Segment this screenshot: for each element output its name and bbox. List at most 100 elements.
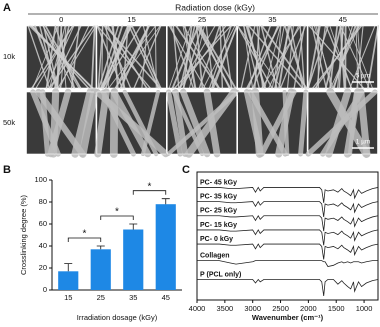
fiber [240,25,256,89]
series-label: Collagen [200,252,230,259]
fiber [32,25,59,89]
fiber [279,25,307,89]
x-tick-label: 4000 [189,304,206,313]
fiber [56,25,59,89]
y-tick-label: 0 [43,285,47,294]
image-border [96,25,167,89]
image-border [307,25,378,89]
row-label: 10k [3,52,15,61]
x-tick-label: 25 [97,293,105,302]
plot-frame [196,171,379,301]
row-label: 50k [3,118,15,127]
fiber [102,25,142,89]
fiber [325,88,352,158]
fiber [237,25,282,89]
fiber [356,25,363,89]
error-bar [161,198,170,205]
image-border [167,91,238,155]
fiber [78,88,99,158]
fiber [324,25,342,89]
series-label: PC- 35 kGy [200,193,237,200]
error-bar [64,263,73,272]
series-label: P (PCL only) [200,271,241,278]
bar [58,271,79,290]
bar [90,249,111,290]
fiber [339,25,346,89]
fiber [195,25,204,89]
fiber [357,88,371,158]
spectrum [197,214,379,232]
x-axis-label: Irradiation dosage (kGy) [77,313,158,322]
fiber [171,25,200,89]
y-tick-label: 40 [39,241,47,250]
fiber [198,25,237,89]
x-tick-label: 3500 [217,304,234,313]
fiber [340,25,370,89]
image-border [26,25,97,89]
fiber [198,25,221,89]
fiber [42,25,75,89]
fiber [122,25,129,89]
fiber [94,88,110,158]
fiber [311,25,327,89]
fiber [293,25,305,89]
fiber [90,25,96,89]
image-border [307,91,378,155]
fiber [70,25,80,89]
x-tick-label: 45 [162,293,170,302]
fiber [330,25,360,89]
image-border [237,25,308,89]
fiber [248,25,304,89]
fiber [347,89,359,157]
series-label: PC- 25 kGy [200,208,237,215]
significance-label: * [148,181,152,192]
fiber [208,25,232,89]
fiber [184,88,238,158]
fiber [307,25,329,89]
series-label: PC- 45 kGy [200,179,237,186]
scale-bar-label: 1 µm [356,139,371,146]
y-tick-label: 20 [39,263,47,272]
fiber [182,25,196,89]
fiber [182,25,203,89]
fiber [246,25,266,89]
error-bar [96,245,105,250]
panel-label: A [3,2,11,14]
fiber [27,25,50,89]
fiber [325,25,353,89]
x-tick-label: 15 [64,293,72,302]
fiber [308,25,365,89]
fiber [338,25,344,89]
scale-bar-label: 5 µm [356,73,371,80]
fiber [261,25,301,89]
significance-label: * [83,229,87,240]
fiber [104,25,161,89]
fiber [122,89,159,157]
significance-bracket [67,237,102,242]
fiber [109,88,119,158]
fiber [172,25,180,89]
image-border [167,25,238,89]
fiber [35,25,74,89]
fiber [140,89,161,157]
bar [123,229,144,290]
fiber [182,25,193,89]
fiber [213,25,238,89]
column-label: 45 [339,15,347,24]
column-label: 25 [198,15,206,24]
fiber [264,25,282,89]
y-tick-label: 100 [34,175,47,184]
x-tick-label: 1000 [356,304,373,313]
y-tick-label: 80 [39,197,47,206]
spectrum [197,200,379,217]
bar [155,204,176,290]
fiber [101,25,124,89]
fiber [284,25,307,89]
fiber [326,88,371,158]
sem-title: Radiation dose (kGy) [175,2,255,12]
image-border [237,91,308,155]
fiber [366,25,379,89]
fiber [222,25,233,89]
fiber [44,25,82,89]
